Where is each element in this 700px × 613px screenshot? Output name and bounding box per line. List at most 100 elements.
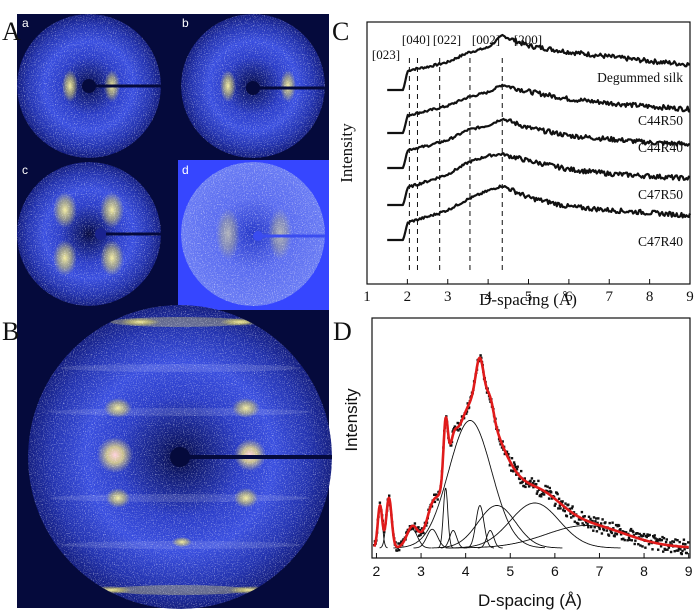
data-point [573,520,576,523]
data-point [515,468,519,471]
data-point [589,517,592,521]
data-point [660,538,663,542]
data-point [466,402,469,405]
data-point [565,515,569,518]
data-point [411,527,414,530]
data-point [617,524,621,527]
cumulative-fit-line [373,356,690,549]
data-point [632,534,636,537]
data-point [410,527,413,531]
data-point [592,529,595,532]
data-point [542,490,545,494]
data-point [562,509,565,512]
panel-b: B [2,305,332,609]
data-point [596,521,599,525]
panel-d-x-ticks: 2 3 4 5 6 7 8 9 [373,553,693,579]
data-point [398,548,401,552]
data-point [485,391,489,394]
data-point [397,542,400,545]
data-point [514,465,517,469]
data-point [533,483,536,486]
data-point [681,549,684,553]
data-point [558,504,561,507]
data-point [664,548,667,551]
data-point [521,480,524,483]
series-line [387,117,691,170]
data-point [583,515,586,518]
data-point [591,519,594,523]
panel-c-reflection-lines: [023][040] [022] [002] [200] [372,32,542,272]
data-point [683,548,686,551]
data-point [612,527,615,530]
data-point [653,534,656,537]
data-point [413,522,417,525]
data-point [622,530,626,534]
data-point [593,526,596,529]
panel-c-tick-label: 9 [686,289,694,305]
panel-a: a b c d A [2,14,329,310]
data-point [613,535,616,538]
data-point [623,538,626,542]
data-point [542,493,546,496]
panel-d-ylabel: Intensity [342,388,361,452]
data-point [594,520,597,523]
data-point [557,507,560,510]
data-point [557,497,561,500]
data-point [657,548,660,551]
series-line [387,33,691,92]
data-point [672,540,676,544]
data-point [529,479,532,483]
data-point [420,527,424,530]
data-point [587,515,591,518]
panel-d-tick-label: 8 [640,563,648,579]
panel-d-fit [373,356,690,549]
diffraction-pattern-fiber [28,305,332,609]
data-point [572,511,576,514]
data-point [605,529,609,532]
data-point [620,538,624,541]
series-label: C47R40 [638,234,683,249]
sublabel-b: b [182,16,189,30]
data-point [455,428,459,431]
data-point [547,497,551,500]
data-point [654,540,658,543]
series-line [387,152,691,207]
data-point [607,534,611,537]
data-point [641,545,644,548]
data-point [666,548,669,551]
data-point [518,477,521,481]
data-point [682,542,685,546]
data-point [598,527,601,531]
data-point [512,470,515,473]
data-point [510,469,513,472]
data-point [659,539,662,542]
data-point [664,540,668,544]
data-point [540,495,543,498]
data-point [570,507,574,510]
data-point [419,533,422,537]
data-point [553,504,556,507]
data-point [452,428,455,431]
data-point [500,446,504,449]
component-peak [448,502,621,549]
data-point [642,534,645,538]
series-line [387,83,691,135]
data-point [378,501,382,504]
data-point [677,547,681,550]
data-point [647,543,651,546]
data-point [675,549,678,552]
data-point [669,541,672,544]
data-point [532,480,536,483]
sublabel-a: a [22,16,29,30]
panel-c-tick-label: 5 [525,289,533,305]
data-point [524,485,527,489]
data-point [621,530,624,533]
data-point [654,537,657,540]
data-point [614,523,618,527]
data-point [640,535,643,538]
data-point [656,540,659,543]
data-point [647,534,650,537]
panel-c-tick-label: 7 [606,289,614,305]
data-point [501,440,504,443]
component-peak [395,420,545,549]
